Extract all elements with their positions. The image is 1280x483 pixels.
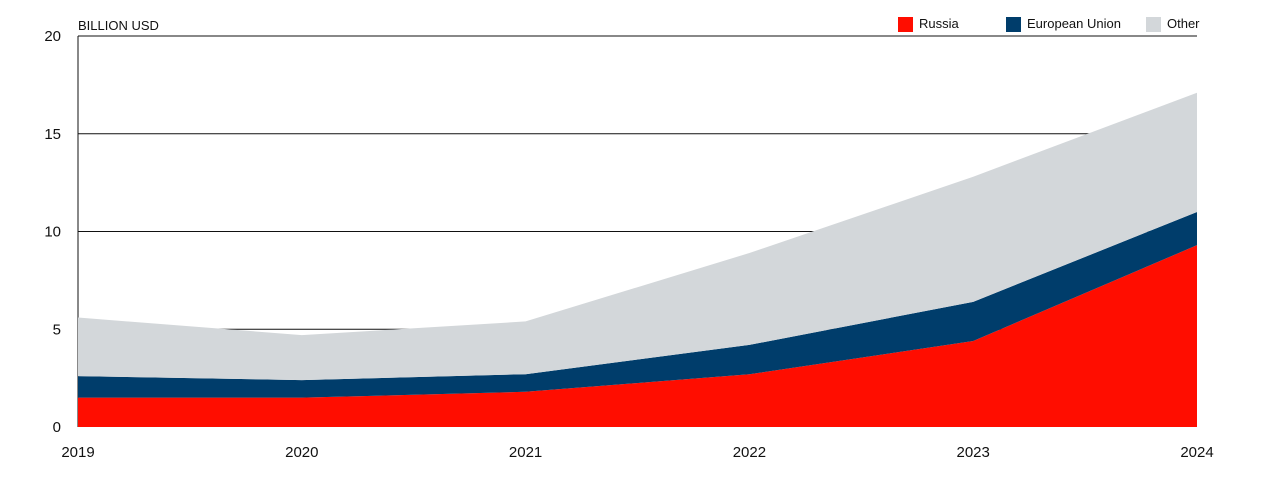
x-tick-label: 2020 (285, 444, 318, 461)
x-tick-label: 2024 (1180, 444, 1213, 461)
x-tick-label: 2019 (61, 444, 94, 461)
y-axis-unit-label: BILLION USD (78, 18, 159, 33)
y-tick-label: 10 (44, 224, 61, 241)
x-axis-ticks: 2019 2020 2021 2022 2023 2024 (61, 444, 1213, 461)
y-tick-label: 0 (53, 419, 61, 436)
area-series (78, 92, 1197, 427)
y-axis-ticks: 0 5 10 15 20 (44, 28, 61, 436)
x-tick-label: 2023 (957, 444, 990, 461)
legend-swatch-other (1146, 17, 1161, 32)
legend-swatch-european-union (1006, 17, 1021, 32)
legend-label-russia: Russia (919, 16, 960, 31)
x-tick-label: 2022 (733, 444, 766, 461)
legend-label-other: Other (1167, 16, 1200, 31)
area-european-union (78, 211, 1197, 398)
legend-label-european-union: European Union (1027, 16, 1121, 31)
x-tick-label: 2021 (509, 444, 542, 461)
y-tick-label: 15 (44, 126, 61, 143)
area-russia (78, 245, 1197, 427)
legend: Russia European Union Other (898, 16, 1200, 32)
y-tick-label: 20 (44, 28, 61, 45)
area-other (78, 92, 1197, 381)
legend-swatch-russia (898, 17, 913, 32)
y-tick-label: 5 (53, 321, 61, 338)
